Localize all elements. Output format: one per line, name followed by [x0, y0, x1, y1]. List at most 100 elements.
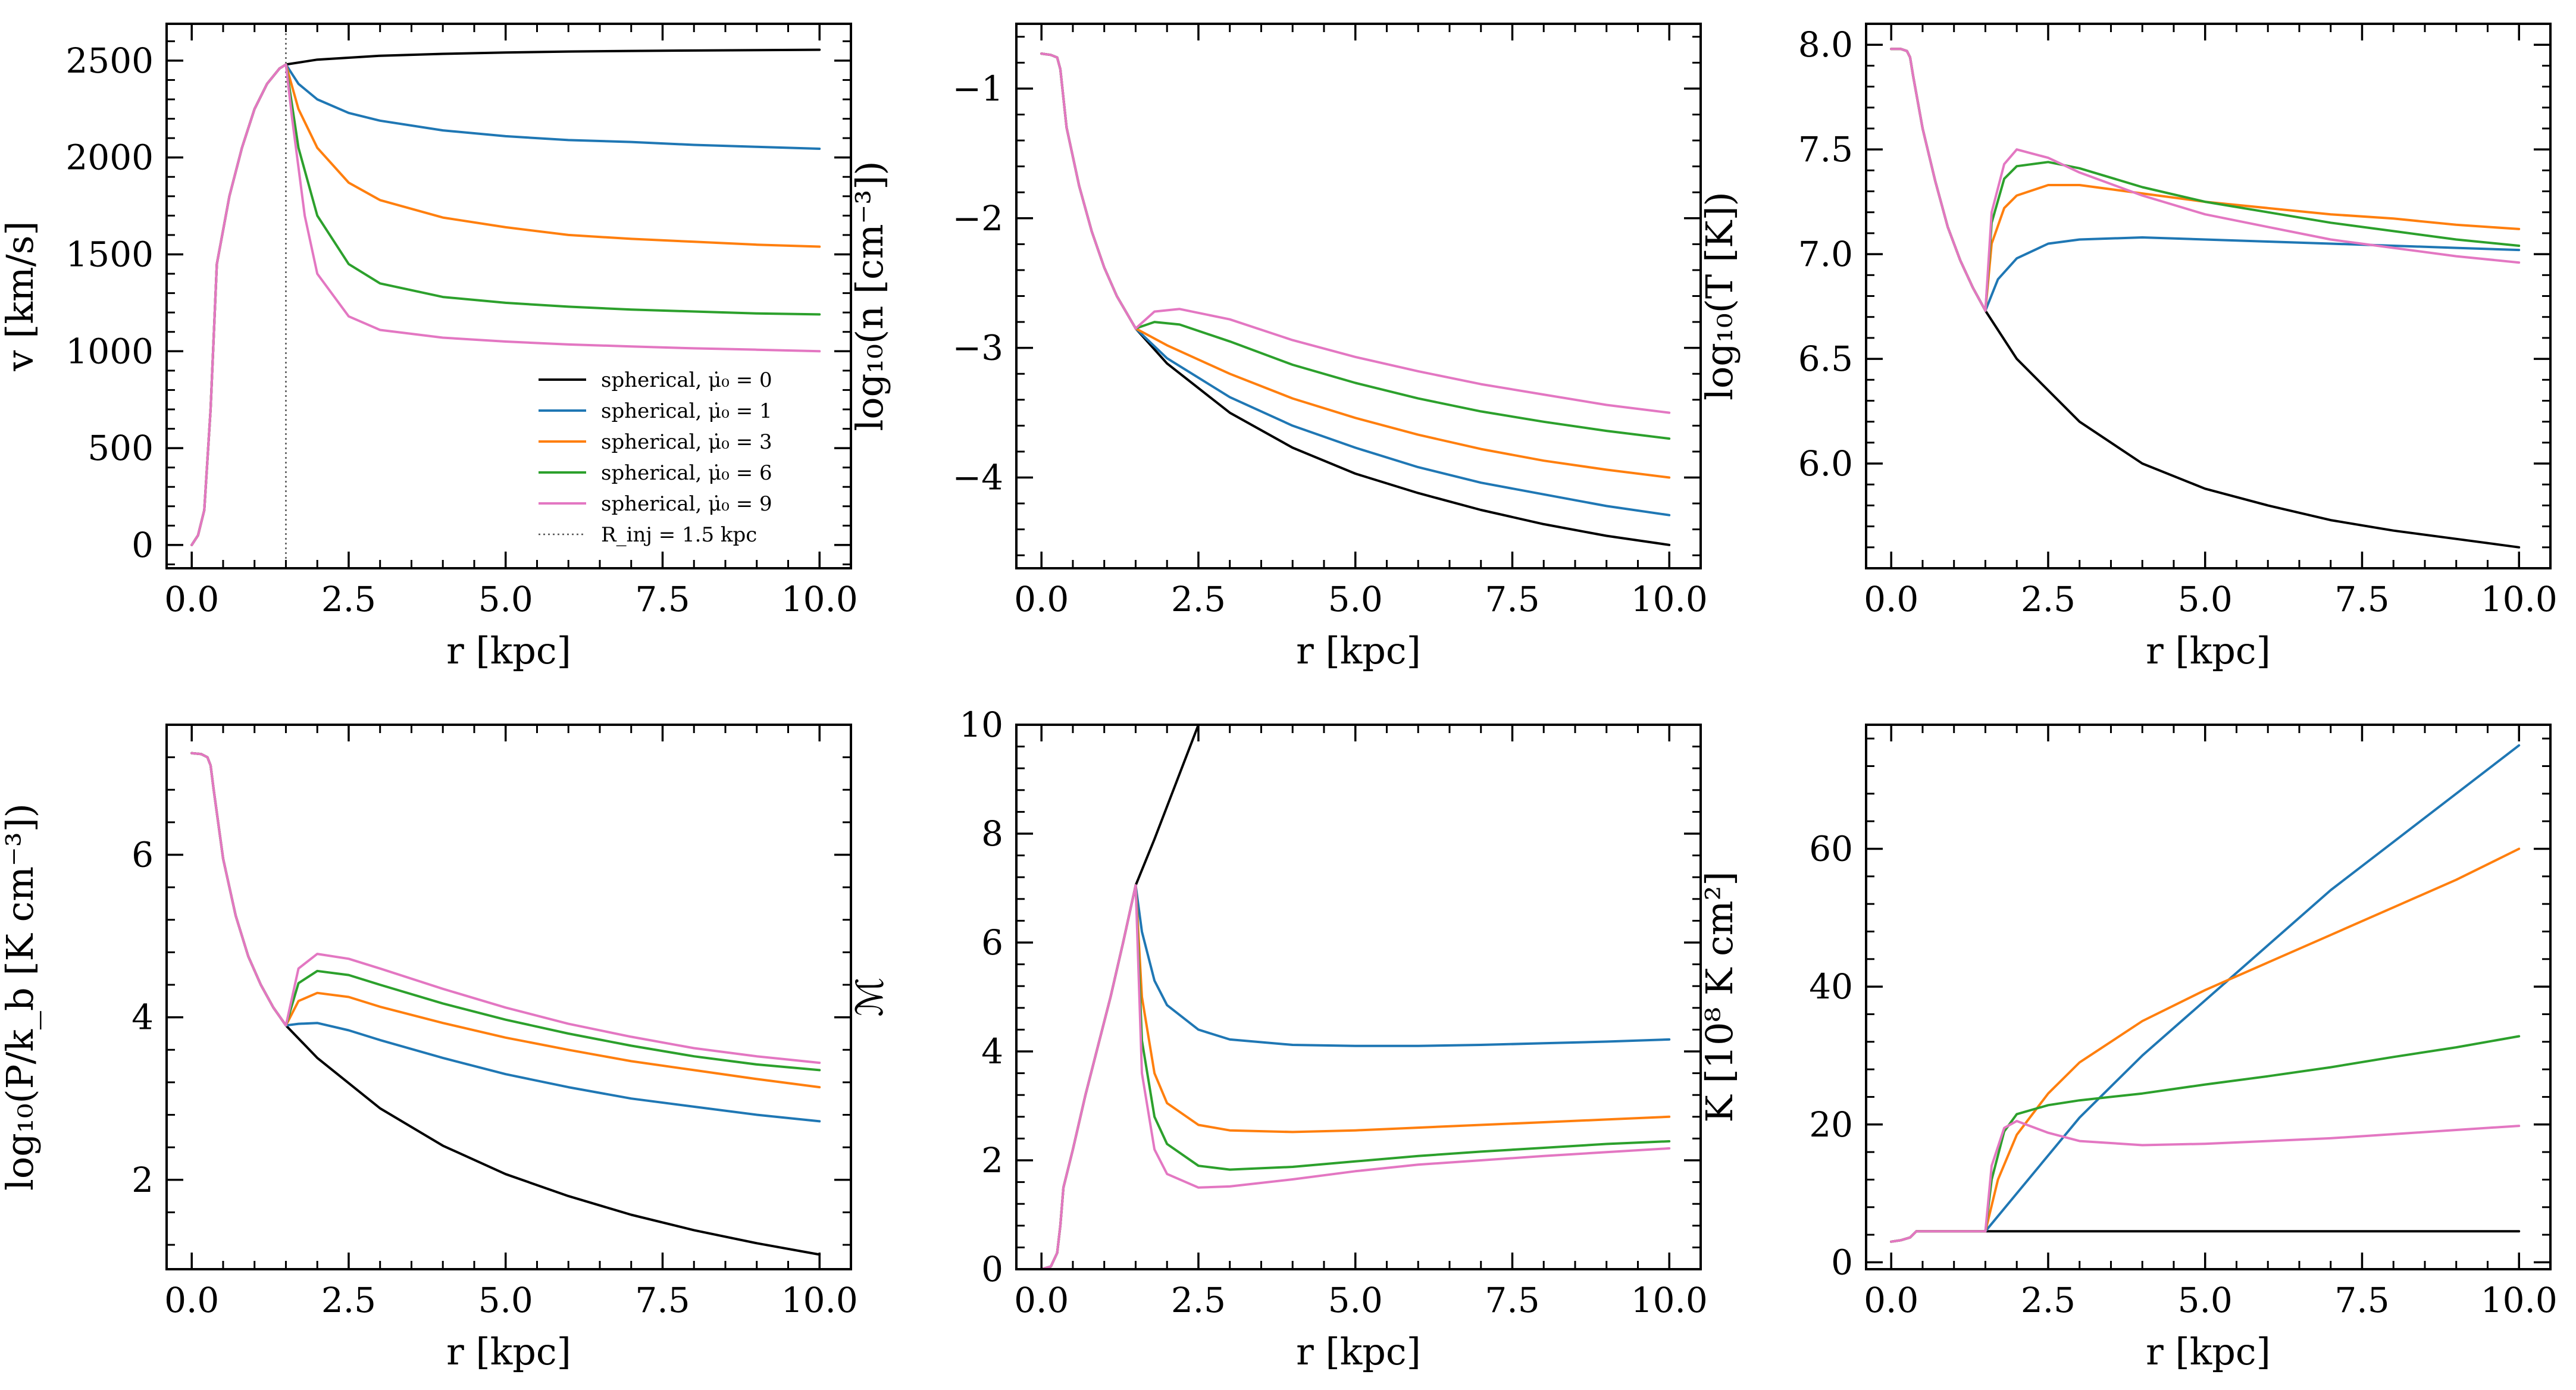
- x-axis-label: r [kpc]: [446, 629, 571, 672]
- legend-label: spherical, μ̇₀ = 6: [601, 461, 772, 485]
- x-tick-label: 0.0: [1864, 1280, 1918, 1320]
- y-tick-label: 7.5: [1798, 129, 1853, 170]
- density-panel: 0.0 2.5 5.0 7.5 10.0 −4 −3 −2 −1 r [kpc] log₁₀(n […: [848, 23, 1708, 672]
- y-tick-label: 2: [981, 1140, 1003, 1181]
- y-tick-label: 8.0: [1798, 24, 1853, 65]
- y-tick-label: 20: [1809, 1104, 1853, 1145]
- y-tick-label: 10: [959, 705, 1003, 745]
- y-axis-label: log₁₀(n [cm⁻³]): [848, 161, 891, 431]
- x-tick-label: 10.0: [1631, 579, 1708, 619]
- y-tick-label: 40: [1809, 966, 1853, 1007]
- y-tick-label: 6.5: [1798, 339, 1853, 379]
- series-line-mu9: [1890, 48, 2521, 312]
- x-tick-label: 5.0: [478, 579, 533, 619]
- y-tick-label: −3: [953, 328, 1004, 368]
- series-line-mu1: [190, 752, 821, 1123]
- velocity-panel: 0.0 2.5 5.0 7.5 10.0 0 500 1000 1500 2000 2500 r [k…: [0, 23, 858, 672]
- entropy-panel: 0.0 2.5 5.0 7.5 10.0 0 20 40 60 r [kpc] K [10⁸ K c…: [1698, 724, 2558, 1373]
- y-axis-label: log₁₀(T [K]): [1698, 192, 1741, 400]
- plot-area: [1890, 744, 2521, 1243]
- x-tick-label: 7.5: [1485, 1280, 1539, 1320]
- legend-label: spherical, μ̇₀ = 9: [601, 492, 772, 516]
- y-tick-label: 1000: [65, 331, 154, 371]
- x-tick-label: 10.0: [781, 1280, 858, 1320]
- axes-frame: [165, 724, 852, 1270]
- y-tick-label: −4: [953, 458, 1004, 498]
- x-tick-label: 7.5: [2334, 579, 2389, 619]
- y-axis-label: v [km/s]: [0, 221, 42, 371]
- x-tick-label: 7.5: [2334, 1280, 2389, 1320]
- x-tick-label: 10.0: [1631, 1280, 1708, 1320]
- y-tick-label: 4: [981, 1031, 1003, 1072]
- axes-frame: [1865, 23, 2552, 569]
- x-axis-label: r [kpc]: [1296, 1330, 1421, 1373]
- y-axis-label: ℳ: [848, 977, 891, 1016]
- series-line-mu6: [1040, 884, 1671, 1269]
- series-line-mu6: [1890, 1035, 2521, 1243]
- x-axis-label: r [kpc]: [1296, 629, 1421, 672]
- plot-area: [1040, 725, 1671, 1269]
- series-line-mu1: [1040, 52, 1671, 516]
- series-line-mu3: [1040, 884, 1671, 1269]
- legend: spherical, μ̇₀ = 0 spherical, μ̇₀ = 1 sphe…: [539, 368, 772, 547]
- y-tick-label: 2: [132, 1160, 154, 1200]
- axes-frame: [1015, 724, 1702, 1270]
- mach-number-panel: 0.0 2.5 5.0 7.5 10.0 0 2 4 6 8 10 r [kpc] ℳ: [848, 705, 1708, 1373]
- y-tick-label: 0: [981, 1249, 1003, 1289]
- legend-label: spherical, μ̇₀ = 0: [601, 368, 772, 392]
- y-tick-label: 7.0: [1798, 234, 1853, 274]
- series-line-mu1: [1890, 48, 2521, 312]
- y-tick-label: 2000: [65, 137, 154, 178]
- series-line-mu0: [1040, 52, 1671, 546]
- y-tick-label: 0: [1831, 1242, 1853, 1282]
- y-tick-label: 1500: [65, 234, 154, 274]
- x-tick-label: 0.0: [1014, 579, 1069, 619]
- x-tick-label: 2.5: [2021, 579, 2076, 619]
- x-tick-label: 2.5: [321, 579, 376, 619]
- axes-frame: [1015, 23, 1702, 569]
- y-axis-label: K [10⁸ K cm²]: [1698, 871, 1741, 1122]
- axes-frame: [1865, 724, 2552, 1270]
- series-line-mu1: [1890, 744, 2521, 1243]
- plot-area: [190, 752, 821, 1256]
- y-tick-label: 4: [132, 997, 154, 1038]
- series-line-mu3: [1890, 847, 2521, 1243]
- legend-label: spherical, μ̇₀ = 1: [601, 399, 772, 423]
- y-tick-label: 6: [981, 922, 1003, 963]
- x-tick-label: 5.0: [1328, 1280, 1383, 1320]
- x-tick-label: 2.5: [1171, 1280, 1226, 1320]
- x-tick-label: 5.0: [2178, 1280, 2233, 1320]
- y-tick-label: 60: [1809, 828, 1853, 869]
- x-tick-label: 2.5: [1171, 579, 1226, 619]
- series-line-mu3: [1040, 52, 1671, 479]
- x-tick-label: 7.5: [635, 1280, 690, 1320]
- series-line-mu9: [1890, 1120, 2521, 1243]
- series-line-mu9: [190, 63, 821, 546]
- x-axis-label: r [kpc]: [2146, 629, 2271, 672]
- legend-label: spherical, μ̇₀ = 3: [601, 430, 772, 454]
- x-axis-label: r [kpc]: [2146, 1330, 2271, 1373]
- x-tick-label: 5.0: [2178, 579, 2233, 619]
- series-line-mu0: [190, 752, 821, 1256]
- y-tick-label: 6.0: [1798, 443, 1853, 484]
- y-tick-label: 8: [981, 813, 1003, 854]
- series-line-mu0: [1890, 1230, 2521, 1243]
- y-axis-label: log₁₀(P/k_b [K cm⁻³]): [0, 803, 42, 1191]
- series-line-mu3: [190, 752, 821, 1089]
- series-line-mu6: [1890, 48, 2521, 312]
- plot-area: [1890, 48, 2521, 549]
- y-tick-label: 2500: [65, 40, 154, 81]
- temperature-panel: 0.0 2.5 5.0 7.5 10.0 6.0 6.5 7.0 7.5 8.0 r [kpc] lo…: [1698, 23, 2558, 672]
- legend-label: R_inj = 1.5 kpc: [601, 523, 757, 547]
- x-tick-label: 5.0: [1328, 579, 1383, 619]
- series-line-mu9: [1040, 52, 1671, 414]
- y-tick-label: 0: [132, 525, 154, 565]
- x-tick-label: 7.5: [1485, 579, 1539, 619]
- x-tick-label: 2.5: [2021, 1280, 2076, 1320]
- x-tick-label: 10.0: [781, 579, 858, 619]
- x-tick-label: 10.0: [2481, 1280, 2558, 1320]
- x-tick-label: 10.0: [2481, 579, 2558, 619]
- y-tick-label: 500: [87, 428, 154, 468]
- series-line-mu3: [1890, 48, 2521, 312]
